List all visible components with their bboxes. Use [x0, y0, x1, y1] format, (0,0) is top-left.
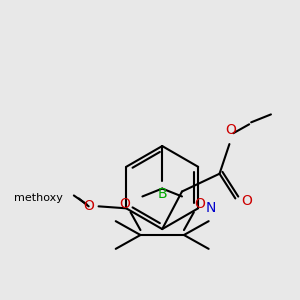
Text: O: O [194, 197, 205, 212]
Text: B: B [158, 187, 167, 201]
Text: O: O [225, 123, 236, 137]
Text: O: O [120, 197, 130, 212]
Text: N: N [206, 201, 216, 215]
Text: O: O [84, 199, 94, 213]
Text: methoxy: methoxy [14, 194, 63, 203]
Text: O: O [241, 194, 252, 208]
